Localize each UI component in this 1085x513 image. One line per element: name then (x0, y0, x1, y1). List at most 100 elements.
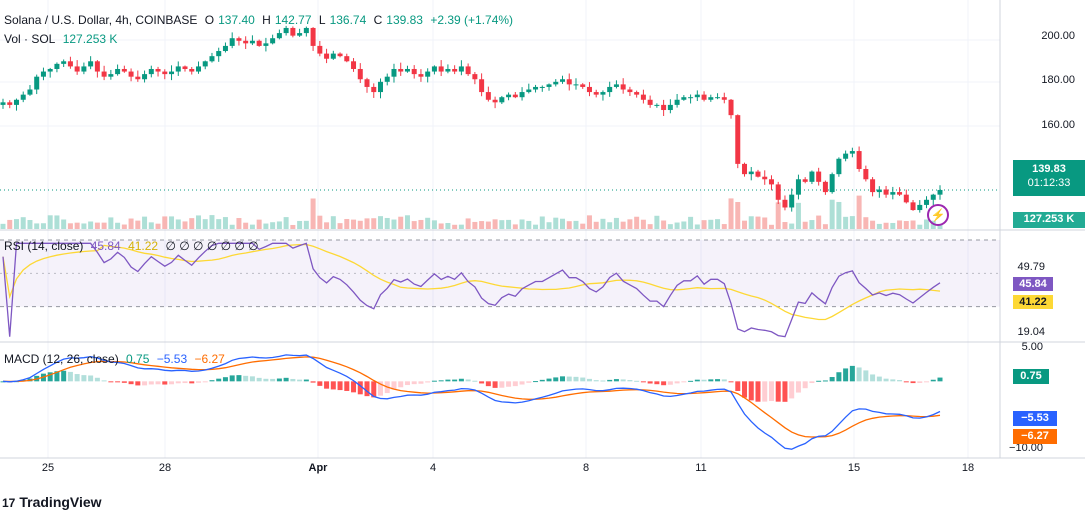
volume-bar (115, 222, 121, 229)
candle-body (222, 45, 228, 52)
volume-bar (169, 216, 175, 229)
macd-signal-badge: −6.27 (1013, 429, 1057, 444)
volume-bar (148, 222, 154, 229)
macd-histogram-bar (270, 378, 276, 382)
bar-countdown: 01:12:33 (1027, 177, 1071, 189)
volume-bar (492, 219, 498, 229)
candle-body (148, 68, 154, 75)
volume-bar (512, 224, 518, 229)
volume-bar (782, 222, 788, 229)
macd-histogram-bar (94, 377, 100, 382)
macd-histogram-bar (924, 381, 930, 383)
macd-histogram-bar (303, 379, 309, 382)
volume-bar (290, 224, 296, 229)
candle-body (452, 68, 458, 72)
rsi-ma-line (2, 243, 941, 321)
volume-bar (276, 221, 282, 229)
volume-bar (94, 222, 100, 229)
candle-body (661, 104, 667, 111)
candle-body (694, 94, 700, 98)
candle-body (681, 97, 687, 100)
macd-histogram-bar (209, 380, 215, 382)
volume-bar (829, 199, 835, 229)
candle-body (674, 99, 680, 105)
volume-bar (721, 224, 727, 229)
candle-body (654, 104, 660, 106)
volume-bar (263, 223, 269, 229)
macd-histogram-bar (640, 381, 646, 383)
macd-histogram-bar (263, 378, 269, 382)
volume-bar (283, 217, 289, 229)
macd-histogram-bar (175, 381, 181, 384)
macd-histogram-bar (856, 367, 862, 382)
candle-body (620, 84, 626, 90)
macd-histogram-bar (243, 375, 249, 382)
volume-bar (7, 219, 13, 229)
candle-body (377, 81, 383, 93)
macd-histogram-bar (81, 375, 87, 382)
candle-body (34, 76, 40, 90)
candle-body (74, 66, 80, 72)
macd-histogram-bar (88, 375, 94, 382)
candle-body (297, 33, 303, 36)
macd-histogram-bar (742, 381, 748, 398)
candle-body (715, 97, 721, 99)
candle-body (802, 179, 808, 182)
volume-bar (297, 220, 303, 229)
macd-histogram-bar (539, 379, 545, 382)
volume-bar (870, 220, 876, 229)
volume-bar (937, 224, 943, 229)
candle-body (809, 171, 815, 182)
volume-bar (135, 220, 141, 229)
volume-bar (40, 223, 46, 229)
macd-histogram-bar (108, 381, 114, 383)
volume-bar (182, 221, 188, 229)
macd-histogram-bar (890, 379, 896, 382)
volume-bar (13, 219, 19, 229)
lightning-icon[interactable]: ⚡ (927, 204, 949, 226)
candle-body (883, 189, 889, 195)
macd-histogram-bar (553, 377, 559, 382)
candle-body (593, 92, 599, 95)
volume-bar (344, 218, 350, 229)
candle-body (849, 151, 855, 154)
candle-body (303, 27, 309, 34)
macd-histogram-bar (357, 381, 363, 395)
volume-bar (573, 220, 579, 229)
volume-bar (560, 218, 566, 229)
volume-bar (533, 224, 539, 229)
tradingview-logo[interactable]: 17 TradingView (2, 494, 102, 510)
macd-histogram-bar (829, 377, 835, 382)
candle-body (560, 79, 566, 82)
macd-histogram-bar (398, 381, 404, 388)
candle-body (108, 74, 114, 77)
macd-histogram-bar (229, 375, 235, 382)
volume-bar (364, 218, 370, 229)
volume-bar (324, 222, 330, 229)
volume-bar (418, 219, 424, 229)
candle-body (748, 171, 754, 175)
candle-body (600, 92, 606, 95)
macd-histogram-bar (512, 381, 518, 387)
macd-histogram-bar (526, 381, 532, 383)
open-label: O (204, 13, 215, 27)
candle-body (209, 56, 215, 62)
volume-bar (728, 198, 734, 229)
candle-body (506, 94, 512, 98)
candle-body (890, 192, 896, 195)
volume-bar (897, 220, 903, 229)
macd-histogram-bar (822, 380, 828, 382)
macd-histogram-bar (883, 378, 889, 382)
volume-bar (701, 220, 707, 229)
macd-histogram-bar (438, 380, 444, 382)
candle-body (856, 151, 862, 170)
candle-body (67, 61, 73, 67)
change-value: +2.39 (+1.74%) (430, 13, 514, 27)
rsi-label: RSI (14, close) (4, 239, 84, 253)
high-value: 142.77 (274, 13, 312, 27)
candle-body (822, 181, 828, 193)
candle-body (115, 68, 121, 75)
macd-histogram-bar (870, 374, 876, 382)
volume-bar (863, 217, 869, 229)
